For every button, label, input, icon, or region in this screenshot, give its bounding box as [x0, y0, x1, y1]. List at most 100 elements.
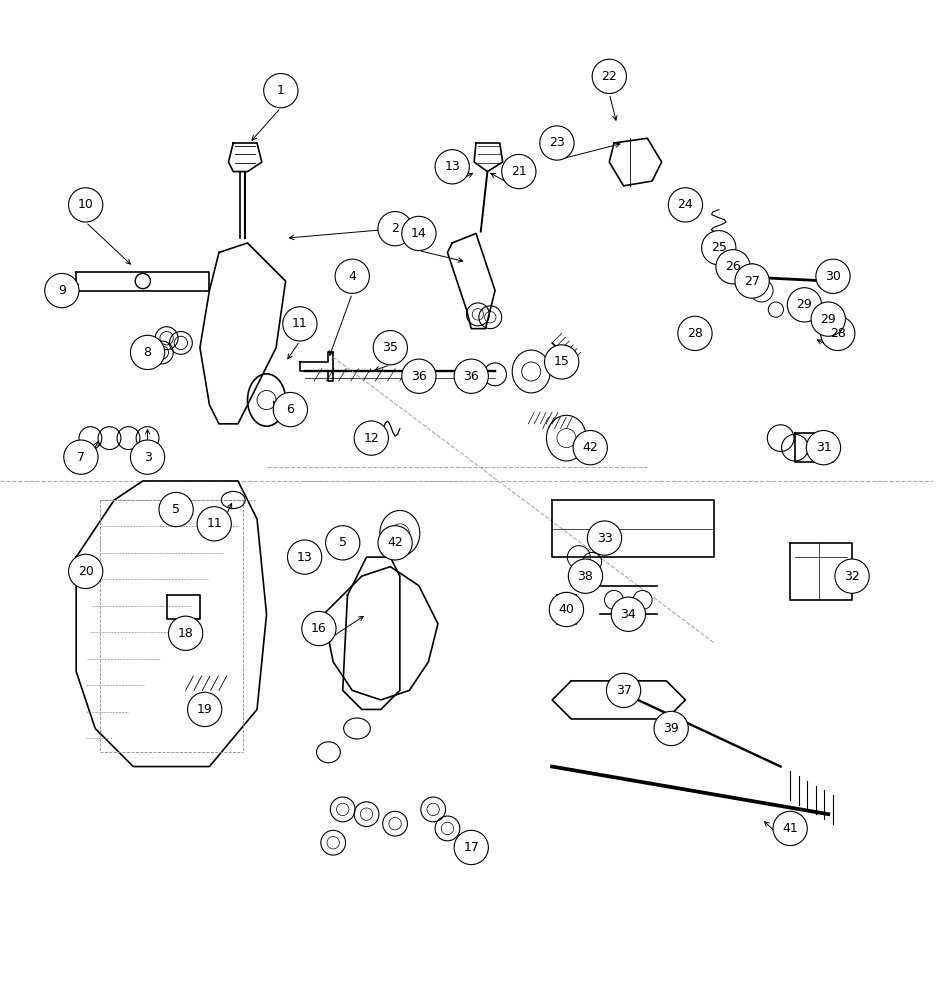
Text: 39: 39: [664, 722, 679, 735]
Text: 42: 42: [387, 536, 403, 549]
Polygon shape: [228, 143, 262, 172]
Circle shape: [835, 559, 869, 593]
Text: 15: 15: [554, 355, 569, 368]
Circle shape: [773, 811, 807, 846]
Text: 8: 8: [144, 346, 151, 359]
Text: 17: 17: [464, 841, 479, 854]
Text: 28: 28: [830, 327, 845, 340]
Circle shape: [787, 288, 822, 322]
Circle shape: [811, 302, 845, 336]
Text: 6: 6: [287, 403, 294, 416]
Polygon shape: [343, 557, 400, 709]
Polygon shape: [76, 481, 267, 767]
Text: 10: 10: [78, 198, 93, 211]
Circle shape: [302, 611, 336, 646]
Text: 23: 23: [549, 136, 565, 149]
Polygon shape: [552, 500, 714, 557]
Circle shape: [573, 431, 607, 465]
Circle shape: [64, 440, 98, 474]
Text: 9: 9: [58, 284, 66, 297]
Circle shape: [716, 250, 750, 284]
Text: 31: 31: [816, 441, 831, 454]
Text: 21: 21: [511, 165, 526, 178]
Circle shape: [806, 431, 841, 465]
Circle shape: [549, 592, 584, 627]
Circle shape: [611, 597, 645, 631]
Circle shape: [69, 188, 103, 222]
Text: 1: 1: [277, 84, 285, 97]
Circle shape: [435, 150, 469, 184]
Circle shape: [45, 273, 79, 308]
Circle shape: [540, 126, 574, 160]
Text: 5: 5: [172, 503, 180, 516]
Polygon shape: [447, 233, 495, 329]
Text: 11: 11: [207, 517, 222, 530]
Circle shape: [402, 359, 436, 393]
Circle shape: [654, 711, 688, 746]
Circle shape: [188, 692, 222, 727]
Circle shape: [816, 259, 850, 293]
Circle shape: [197, 507, 231, 541]
Text: 25: 25: [711, 241, 726, 254]
Text: 28: 28: [687, 327, 703, 340]
Text: 4: 4: [348, 270, 356, 283]
Text: 37: 37: [616, 684, 631, 697]
Text: 22: 22: [602, 70, 617, 83]
Circle shape: [821, 316, 855, 351]
Circle shape: [502, 154, 536, 189]
Text: 11: 11: [292, 317, 307, 330]
Text: 32: 32: [844, 570, 860, 583]
Text: 33: 33: [597, 532, 612, 545]
Text: 7: 7: [77, 451, 85, 464]
Text: 20: 20: [78, 565, 93, 578]
Text: 36: 36: [411, 370, 426, 383]
Circle shape: [454, 830, 488, 865]
Circle shape: [378, 526, 412, 560]
Text: 29: 29: [797, 298, 812, 311]
Polygon shape: [795, 433, 833, 462]
Circle shape: [354, 421, 388, 455]
Circle shape: [288, 540, 322, 574]
Text: 24: 24: [678, 198, 693, 211]
Circle shape: [273, 392, 307, 427]
Polygon shape: [324, 567, 438, 700]
Polygon shape: [76, 272, 209, 291]
Text: 34: 34: [621, 608, 636, 621]
Circle shape: [568, 559, 603, 593]
Text: 35: 35: [383, 341, 398, 354]
Polygon shape: [300, 352, 333, 381]
Text: 36: 36: [464, 370, 479, 383]
Polygon shape: [552, 681, 685, 719]
Text: 13: 13: [445, 160, 460, 173]
Text: 29: 29: [821, 313, 836, 326]
Circle shape: [169, 616, 203, 650]
Circle shape: [545, 345, 579, 379]
Text: 41: 41: [783, 822, 798, 835]
Text: 14: 14: [411, 227, 426, 240]
Text: 30: 30: [825, 270, 841, 283]
Polygon shape: [474, 143, 503, 172]
Circle shape: [735, 264, 769, 298]
Text: 5: 5: [339, 536, 347, 549]
Text: 18: 18: [178, 627, 193, 640]
Circle shape: [668, 188, 703, 222]
Polygon shape: [609, 138, 662, 186]
Text: 26: 26: [725, 260, 741, 273]
Circle shape: [283, 307, 317, 341]
Circle shape: [264, 74, 298, 108]
Circle shape: [130, 440, 165, 474]
Circle shape: [373, 331, 407, 365]
Text: 27: 27: [744, 275, 760, 288]
Circle shape: [678, 316, 712, 351]
Circle shape: [130, 335, 165, 370]
Circle shape: [335, 259, 369, 293]
Circle shape: [159, 492, 193, 527]
Circle shape: [592, 59, 626, 93]
Text: 42: 42: [583, 441, 598, 454]
Text: 38: 38: [578, 570, 593, 583]
Circle shape: [378, 212, 412, 246]
Text: 16: 16: [311, 622, 327, 635]
Text: 2: 2: [391, 222, 399, 235]
Circle shape: [402, 216, 436, 251]
Text: 3: 3: [144, 451, 151, 464]
